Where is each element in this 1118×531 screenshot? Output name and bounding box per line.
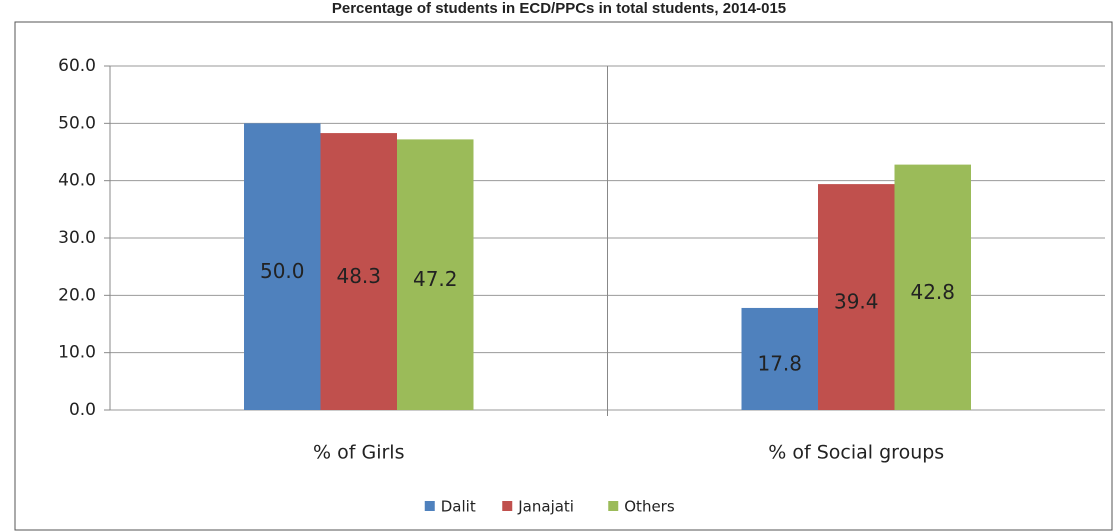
value-label: 47.2 — [413, 267, 458, 291]
legend-label: Janajati — [517, 498, 574, 516]
value-label: 50.0 — [260, 259, 305, 283]
chart-border — [14, 21, 1113, 531]
y-tick-label: 60.0 — [58, 56, 96, 76]
x-tick-label: % of Social groups — [768, 442, 944, 464]
y-tick-label: 40.0 — [58, 171, 96, 191]
chart-title: Percentage of students in ECD/PPCs in to… — [332, 0, 786, 17]
y-tick-label: 20.0 — [58, 285, 96, 305]
bar — [741, 307, 818, 410]
value-label: 39.4 — [834, 290, 879, 314]
x-tick-label: % of Girls — [313, 442, 404, 464]
y-tick-label: 10.0 — [58, 343, 96, 363]
bar — [244, 123, 321, 410]
bar — [320, 133, 397, 410]
legend-swatch — [608, 501, 619, 511]
bar — [894, 164, 971, 410]
legend-swatch — [424, 501, 435, 511]
value-label: 42.8 — [910, 280, 955, 304]
legend-swatch — [502, 501, 513, 511]
y-tick-label: 30.0 — [58, 228, 96, 248]
bar — [818, 184, 895, 410]
legend-label: Others — [624, 498, 675, 516]
legend-label: Dalit — [441, 498, 476, 516]
value-label: 17.8 — [757, 351, 802, 375]
value-label: 48.3 — [336, 264, 381, 288]
y-tick-label: 50.0 — [58, 113, 96, 133]
bar — [397, 139, 474, 411]
y-tick-label: 0.0 — [69, 400, 96, 420]
